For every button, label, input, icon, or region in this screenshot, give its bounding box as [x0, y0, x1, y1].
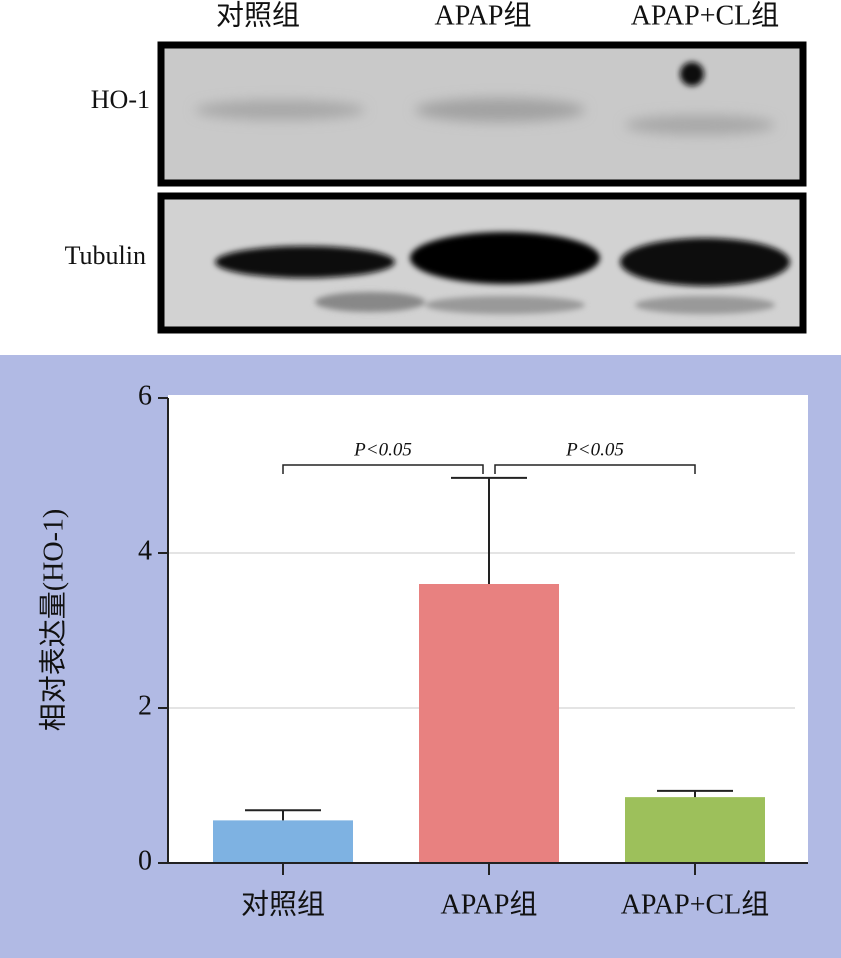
blot: HO-1 Tubulin — [65, 41, 807, 334]
x-tick-label: APAP+CL组 — [621, 888, 770, 920]
y-tick-label: 6 — [138, 380, 152, 411]
blot-spot — [680, 62, 704, 86]
bar — [213, 820, 353, 863]
bar — [625, 797, 765, 863]
significance-label: P<0.05 — [353, 439, 412, 460]
ho1-bands — [195, 98, 775, 135]
y-tick-label: 0 — [138, 845, 152, 876]
row-label: Tubulin — [65, 241, 146, 270]
lane-label: 对照组 — [216, 0, 300, 31]
lane-label: APAP组 — [434, 0, 531, 31]
y-axis-label: 相对表达量(HO-1) — [37, 509, 69, 731]
significance-bracket — [282, 464, 484, 474]
x-tick-label: 对照组 — [241, 888, 325, 920]
significance-label: P<0.05 — [565, 439, 624, 460]
row-label: HO-1 — [91, 85, 150, 114]
bar — [419, 584, 559, 863]
y-tick-label: 2 — [138, 690, 152, 721]
y-tick-label: 4 — [138, 535, 152, 566]
x-tick-label: APAP组 — [440, 888, 537, 920]
significance-bracket — [494, 464, 696, 474]
lane-label: APAP+CL组 — [631, 0, 780, 31]
tubulin-bands — [215, 232, 790, 314]
